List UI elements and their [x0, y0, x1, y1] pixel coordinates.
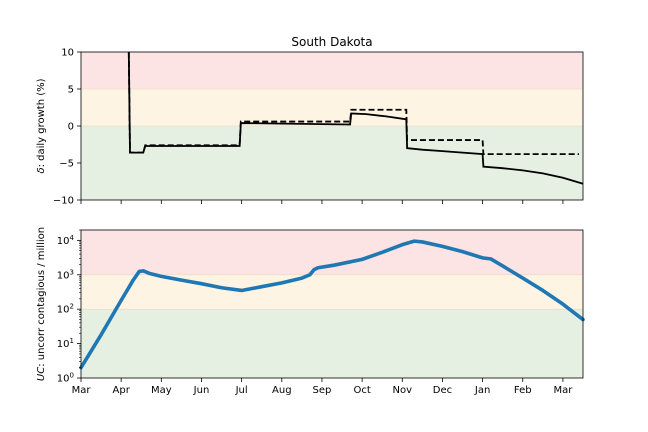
- growth-dashed-line: [127, 51, 579, 156]
- contagious-x-tick-label: Jun: [193, 385, 210, 396]
- growth-panel: 10 5 0 −5 −10 South Dakota δ: daily growth (…: [36, 35, 584, 207]
- growth-band-0: [81, 52, 583, 89]
- contagious-line: [79, 239, 585, 370]
- contagious-x-tick-label: Mar: [72, 385, 92, 396]
- growth-y-tick-label: 5: [68, 85, 74, 96]
- contagious-y-tick-label: 101: [57, 337, 74, 350]
- contagious-x-tick-label: Jan: [474, 385, 490, 396]
- contagious-x-tick-label: May: [151, 385, 172, 396]
- growth-band-2: [81, 126, 583, 200]
- contagious-y-axis-label: UC: uncorr contagious / million: [36, 227, 47, 381]
- contagious-x-tick-label: Dec: [433, 385, 452, 396]
- contagious-band-2: [81, 309, 583, 378]
- contagious-y-tick-label: 102: [57, 303, 74, 316]
- growth-y-axis-label: δ: daily growth (%): [36, 78, 47, 173]
- growth-solid-line: [127, 51, 584, 185]
- contagious-x-tick-label: Nov: [393, 385, 413, 396]
- contagious-x-tick-label: Aug: [272, 385, 292, 396]
- growth-y-tick-label: −10: [53, 196, 74, 207]
- contagious-x-tick-label: Mar: [553, 385, 573, 396]
- chart-title: South Dakota: [291, 35, 372, 49]
- growth-y-tick-label: 0: [68, 122, 74, 133]
- contagious-x-tick-label: Oct: [353, 385, 370, 396]
- growth-y-tick-label: −5: [59, 159, 74, 170]
- contagious-plot-frame: [80, 229, 584, 379]
- contagious-x-tick-label: Jul: [235, 385, 248, 396]
- contagious-y-tick-label: 103: [57, 268, 74, 281]
- contagious-y-tick-label: 104: [57, 234, 75, 247]
- contagious-x-tick-label: Feb: [514, 385, 532, 396]
- contagious-x-tick-label: Sep: [313, 385, 332, 396]
- growth-band-1: [81, 89, 583, 126]
- contagious-x-tick-label: Apr: [113, 385, 131, 396]
- contagious-panel: 100 101 102 103 104 Mar Apr May Jun Jul Aug Sep Oct…: [36, 227, 585, 396]
- contagious-y-tick-label: 100: [57, 372, 74, 385]
- growth-y-tick-label: 10: [61, 48, 74, 59]
- contagious-band-1: [81, 274, 583, 310]
